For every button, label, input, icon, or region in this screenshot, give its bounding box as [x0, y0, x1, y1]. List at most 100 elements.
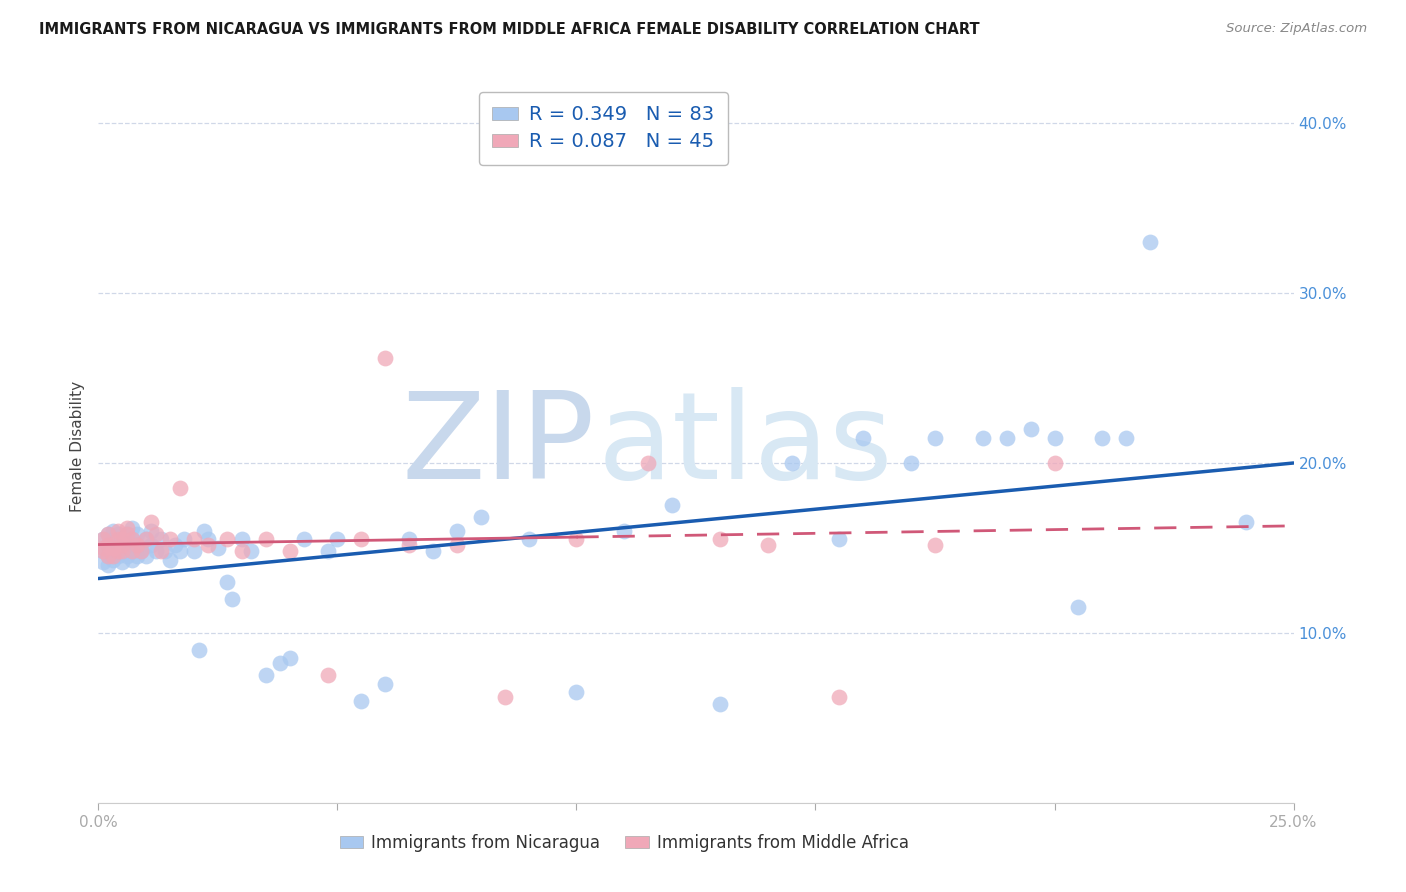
Point [107, 544, 129, 558]
Text: IMMIGRANTS FROM NICARAGUA VS IMMIGRANTS FROM MIDDLE AFRICA FEMALE DISABILITY COR: IMMIGRANTS FROM NICARAGUA VS IMMIGRANTS … [39, 22, 980, 37]
Point [193, 524, 215, 538]
Point [121, 553, 143, 567]
Point [709, 533, 731, 547]
Point [169, 482, 191, 496]
Point [350, 533, 373, 547]
Point [169, 544, 191, 558]
Point [292, 533, 315, 547]
Point [125, 527, 148, 541]
Point [91, 544, 114, 558]
Point [661, 499, 683, 513]
Point [217, 574, 239, 589]
Point [121, 533, 143, 547]
Point [1139, 235, 1161, 249]
Legend: Immigrants from Nicaragua, Immigrants from Middle Africa: Immigrants from Nicaragua, Immigrants fr… [333, 828, 915, 859]
Point [900, 456, 922, 470]
Point [316, 544, 339, 558]
Point [613, 524, 636, 538]
Point [121, 544, 143, 558]
Point [278, 651, 301, 665]
Point [924, 430, 946, 444]
Point [101, 524, 124, 538]
Point [326, 533, 349, 547]
Point [756, 537, 779, 551]
Point [111, 537, 134, 551]
Point [135, 533, 157, 547]
Point [159, 533, 181, 547]
Point [398, 533, 420, 547]
Point [131, 544, 153, 558]
Point [446, 524, 468, 538]
Point [135, 549, 157, 564]
Point [995, 430, 1018, 444]
Point [254, 533, 277, 547]
Point [107, 527, 129, 541]
Point [107, 544, 129, 558]
Point [125, 549, 148, 564]
Point [374, 677, 396, 691]
Point [231, 533, 253, 547]
Point [101, 541, 124, 555]
Point [517, 533, 540, 547]
Point [350, 694, 373, 708]
Point [111, 537, 134, 551]
Point [111, 544, 134, 558]
Point [217, 533, 239, 547]
Point [1234, 516, 1257, 530]
Point [565, 685, 588, 699]
Text: Source: ZipAtlas.com: Source: ZipAtlas.com [1226, 22, 1367, 36]
Point [422, 544, 444, 558]
Point [91, 541, 114, 555]
Y-axis label: Female Disability: Female Disability [69, 380, 84, 512]
Point [139, 516, 162, 530]
Point [91, 544, 114, 558]
Point [972, 430, 994, 444]
Point [139, 537, 162, 551]
Point [446, 537, 468, 551]
Point [278, 544, 301, 558]
Point [240, 544, 263, 558]
Point [637, 456, 659, 470]
Point [1115, 430, 1137, 444]
Point [139, 524, 162, 538]
Point [135, 533, 157, 547]
Point [97, 541, 120, 555]
Point [269, 657, 291, 671]
Point [115, 527, 138, 541]
Point [115, 520, 138, 534]
Point [97, 549, 120, 564]
Point [149, 544, 172, 558]
Point [1043, 456, 1066, 470]
Point [1043, 430, 1066, 444]
Point [254, 668, 277, 682]
Point [97, 549, 120, 564]
Text: ZIP: ZIP [401, 387, 595, 505]
Point [173, 533, 195, 547]
Point [852, 430, 875, 444]
Point [145, 544, 167, 558]
Point [125, 537, 148, 551]
Point [101, 544, 124, 558]
Point [197, 533, 219, 547]
Point [107, 541, 129, 555]
Point [183, 544, 205, 558]
Point [494, 690, 516, 705]
Point [125, 537, 148, 551]
Point [91, 555, 114, 569]
Point [187, 643, 209, 657]
Point [1067, 600, 1090, 615]
Point [1019, 422, 1042, 436]
Point [101, 553, 124, 567]
Point [470, 510, 492, 524]
Point [207, 541, 229, 555]
Point [231, 544, 253, 558]
Point [145, 527, 167, 541]
Point [101, 549, 124, 564]
Point [97, 527, 120, 541]
Point [197, 537, 219, 551]
Point [121, 544, 143, 558]
Text: atlas: atlas [598, 387, 894, 505]
Point [221, 591, 243, 606]
Point [111, 533, 134, 547]
Point [183, 533, 205, 547]
